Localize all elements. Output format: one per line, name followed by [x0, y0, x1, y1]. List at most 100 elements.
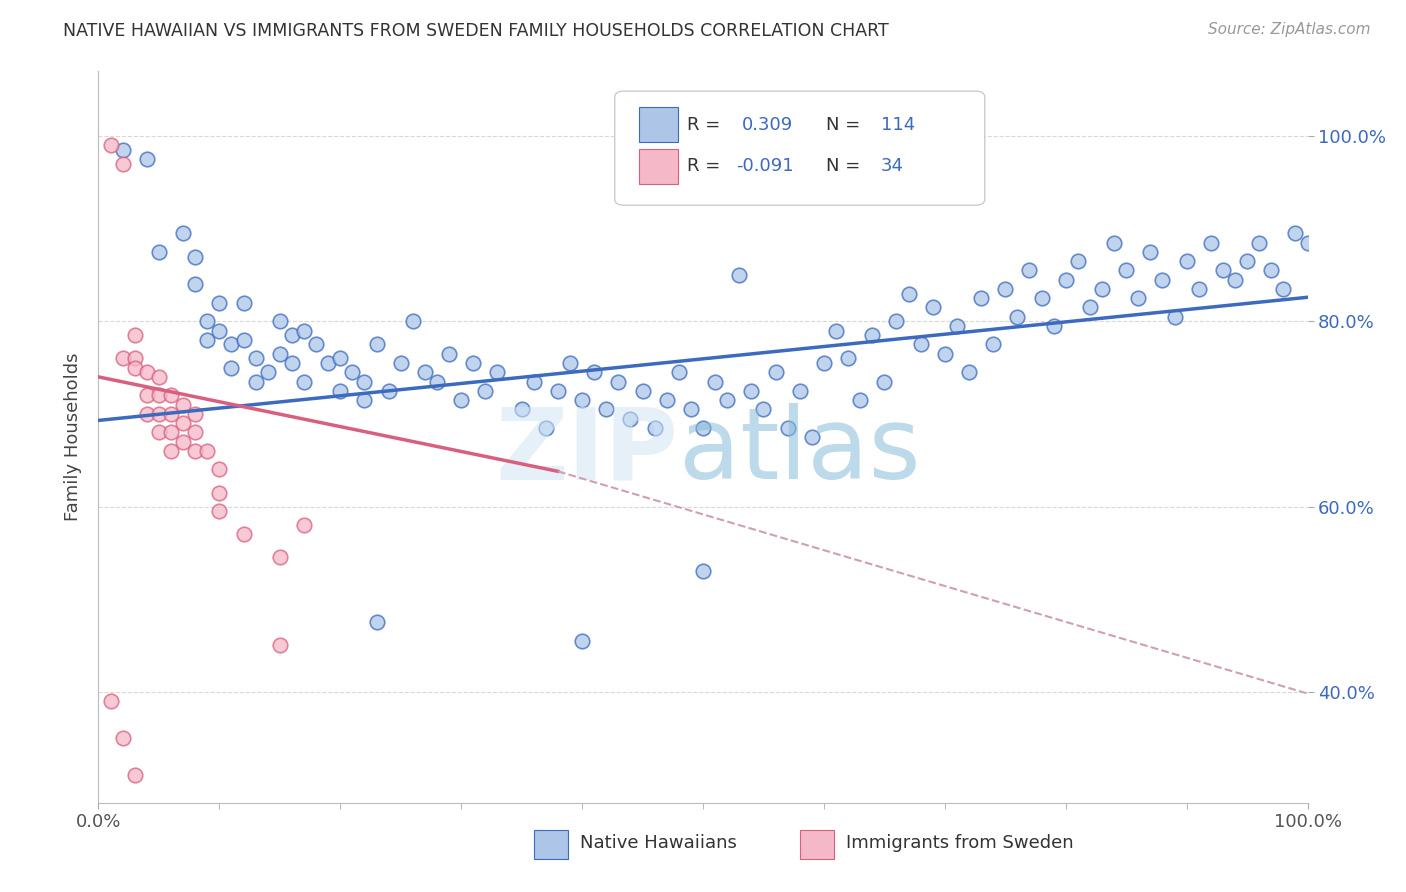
Point — [1175, 254, 1198, 268]
Point — [329, 384, 352, 398]
Point — [208, 324, 231, 338]
Point — [402, 314, 425, 328]
Point — [111, 731, 134, 745]
Point — [897, 286, 920, 301]
Point — [934, 347, 956, 361]
Text: 0.309: 0.309 — [742, 116, 793, 134]
Text: R =: R = — [688, 158, 727, 176]
Point — [474, 384, 496, 398]
Point — [655, 392, 678, 407]
Point — [316, 356, 339, 370]
Point — [1054, 273, 1077, 287]
Point — [305, 337, 328, 351]
Text: Native Hawaiians: Native Hawaiians — [579, 834, 737, 852]
Point — [1115, 263, 1137, 277]
Point — [148, 244, 170, 259]
Point — [1152, 273, 1174, 287]
Point — [813, 356, 835, 370]
Point — [1067, 254, 1090, 268]
Point — [1163, 310, 1185, 324]
Point — [160, 425, 183, 440]
Point — [353, 392, 375, 407]
Point — [366, 337, 388, 351]
Text: atlas: atlas — [679, 403, 921, 500]
Point — [607, 375, 630, 389]
Text: Source: ZipAtlas.com: Source: ZipAtlas.com — [1208, 22, 1371, 37]
Point — [245, 375, 267, 389]
Point — [148, 388, 170, 402]
FancyBboxPatch shape — [638, 149, 678, 184]
Point — [619, 411, 641, 425]
Point — [886, 314, 908, 328]
Point — [160, 407, 183, 421]
Point — [704, 375, 727, 389]
Point — [1018, 263, 1040, 277]
Point — [148, 407, 170, 421]
Point — [269, 639, 291, 653]
Point — [184, 407, 207, 421]
Point — [1139, 244, 1161, 259]
Point — [1078, 301, 1101, 315]
Point — [1128, 291, 1150, 305]
Point — [221, 360, 243, 375]
Point — [921, 301, 943, 315]
Point — [1199, 235, 1222, 250]
Point — [160, 444, 183, 458]
Point — [1260, 263, 1282, 277]
Point — [100, 138, 122, 153]
Point — [558, 356, 581, 370]
Point — [208, 485, 231, 500]
Point — [377, 384, 399, 398]
Point — [668, 365, 690, 379]
Point — [728, 268, 751, 282]
Point — [994, 282, 1017, 296]
Point — [1188, 282, 1211, 296]
Point — [1042, 318, 1064, 333]
Point — [111, 157, 134, 171]
Point — [679, 402, 702, 417]
Point — [1284, 227, 1306, 241]
Point — [135, 388, 157, 402]
Point — [946, 318, 969, 333]
Point — [353, 375, 375, 389]
Point — [232, 333, 254, 347]
Point — [1236, 254, 1258, 268]
Point — [342, 365, 364, 379]
Point — [450, 392, 472, 407]
Point — [547, 384, 569, 398]
Point — [292, 375, 315, 389]
Point — [195, 333, 218, 347]
FancyBboxPatch shape — [534, 830, 568, 859]
Point — [981, 337, 1004, 351]
Point — [523, 375, 546, 389]
Point — [1091, 282, 1114, 296]
Point — [692, 421, 714, 435]
Point — [389, 356, 412, 370]
Point — [100, 694, 122, 708]
Point — [837, 351, 859, 366]
Point — [1007, 310, 1029, 324]
Point — [776, 421, 799, 435]
Point — [957, 365, 980, 379]
Point — [873, 375, 896, 389]
Point — [292, 324, 315, 338]
Point — [184, 250, 207, 264]
Text: 114: 114 — [880, 116, 915, 134]
Point — [716, 392, 738, 407]
Point — [800, 430, 823, 444]
Point — [740, 384, 762, 398]
Point — [413, 365, 436, 379]
Point — [1102, 235, 1125, 250]
Point — [486, 365, 509, 379]
Point — [172, 434, 194, 449]
Point — [148, 425, 170, 440]
Point — [510, 402, 533, 417]
Point — [208, 295, 231, 310]
Point — [281, 328, 304, 343]
Point — [135, 365, 157, 379]
Point — [208, 462, 231, 476]
Point — [124, 328, 146, 343]
Point — [245, 351, 267, 366]
Text: NATIVE HAWAIIAN VS IMMIGRANTS FROM SWEDEN FAMILY HOUSEHOLDS CORRELATION CHART: NATIVE HAWAIIAN VS IMMIGRANTS FROM SWEDE… — [63, 22, 889, 40]
Point — [281, 356, 304, 370]
